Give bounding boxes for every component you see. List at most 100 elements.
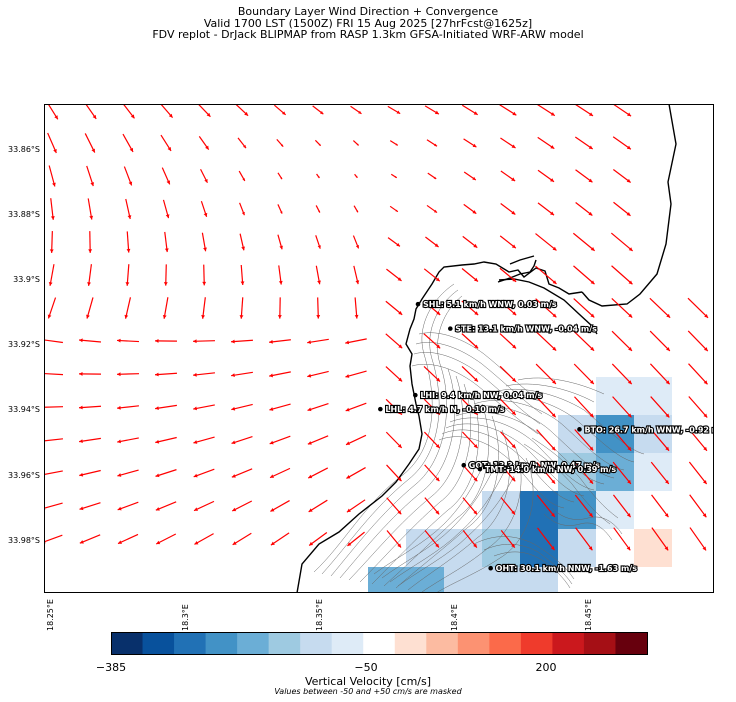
wind-arrow	[117, 501, 139, 511]
wind-arrow	[277, 234, 283, 250]
colorbar	[111, 632, 648, 655]
x-tick-label: 18.35°E	[315, 599, 325, 631]
wind-arrow	[500, 431, 516, 449]
wind-arrow	[573, 363, 595, 385]
map-panel[interactable]: SHL: 5.1 km/h WNW, 0.03 m/s STE: 13.1 km/…	[44, 104, 714, 593]
wind-arrow	[462, 530, 478, 548]
wind-arrow	[155, 404, 177, 411]
wind-arrow	[231, 403, 253, 411]
station-label: GOT: 13.3 km/h NW, 0.47 m/s	[469, 461, 600, 470]
wind-arrow	[650, 461, 670, 485]
station-bto[interactable]: BTO: 26.7 km/h WNW, -0.92 m/s	[577, 424, 714, 435]
station-label: OHT: 30.1 km/h NNW, -1.63 m/s	[496, 564, 638, 573]
wind-arrow	[461, 365, 479, 383]
wind-arrow	[499, 398, 517, 416]
wind-arrow	[536, 461, 556, 485]
wind-arrow	[385, 333, 403, 349]
station-marker[interactable]	[378, 406, 383, 412]
station-marker[interactable]	[448, 326, 453, 331]
wind-arrow	[197, 104, 211, 118]
wind-arrow	[346, 467, 366, 479]
wind-arrow	[612, 169, 632, 183]
station-got[interactable]: GOT: 13.3 km/h NW, 0.47 m/s	[461, 460, 601, 471]
wind-arrow	[307, 403, 329, 412]
wind-arrow	[155, 469, 177, 478]
station-tmt[interactable]: TMT: 14.0 km/h NW, 0.39 m/s	[477, 464, 617, 475]
wind-arrow	[44, 470, 63, 477]
wind-arrow	[346, 499, 366, 513]
wind-arrow	[499, 235, 517, 249]
wind-arrow	[687, 297, 709, 319]
wind-arrow	[79, 469, 101, 477]
station-oht[interactable]: OHT: 30.1 km/h NNW, -1.63 m/s	[488, 563, 638, 574]
wind-arrow	[47, 297, 57, 319]
wind-arrow	[461, 398, 479, 416]
wind-arrow	[237, 137, 247, 149]
wind-arrow	[345, 338, 367, 345]
station-marker[interactable]	[488, 565, 493, 571]
wind-arrow	[423, 268, 441, 282]
wind-arrow	[316, 297, 321, 319]
station-ste[interactable]: STE: 13.1 km/h WNW, -0.04 m/s	[448, 324, 598, 335]
colorbar-swatch	[300, 632, 333, 655]
wind-arrow	[611, 363, 633, 385]
station-lhi[interactable]: LHI: 9.4 km/h NW, 0.04 m/s	[413, 390, 544, 401]
wind-arrow	[386, 497, 402, 515]
wind-arrow	[123, 166, 133, 186]
y-tick-label: 33.88°S	[8, 209, 40, 219]
wind-arrow	[689, 527, 707, 551]
wind-arrow	[500, 137, 516, 149]
station-shl[interactable]: SHL: 5.1 km/h WNW, 0.03 m/s	[415, 299, 558, 310]
wind-arrow	[239, 202, 245, 216]
wind-arrow	[79, 502, 101, 511]
colorbar-swatch	[615, 632, 648, 655]
coastline	[296, 104, 677, 593]
wind-arrow	[314, 139, 322, 147]
wind-arrow	[354, 297, 359, 319]
wind-arrow	[48, 264, 55, 286]
wind-arrow	[273, 104, 287, 116]
wind-arrow	[535, 298, 557, 318]
wind-arrow	[160, 134, 172, 152]
wind-arrow	[44, 534, 63, 544]
wind-arrow	[277, 297, 282, 319]
wind-arrow	[315, 205, 321, 213]
wind-arrow	[269, 339, 291, 344]
wind-arrow	[125, 198, 132, 220]
wind-arrow	[423, 398, 441, 416]
wind-arrow	[462, 235, 478, 249]
wind-arrow	[315, 265, 321, 285]
wind-arrow	[689, 494, 707, 518]
colorbar-swatch	[552, 632, 585, 655]
station-label: SHL: 5.1 km/h WNW, 0.03 m/s	[423, 300, 557, 309]
wind-arrow	[536, 429, 556, 451]
title-line-1: Boundary Layer Wind Direction + Converge…	[237, 5, 499, 18]
station-marker[interactable]	[413, 392, 418, 398]
wind-arrow	[499, 333, 517, 349]
station-lhl[interactable]: LHL: 4.7 km/h N, -0.10 m/s	[378, 404, 506, 415]
wind-arrow	[44, 338, 63, 344]
station-marker[interactable]	[577, 427, 582, 432]
station-marker[interactable]	[415, 301, 421, 307]
wind-arrow	[84, 133, 96, 153]
wind-arrow	[78, 338, 102, 343]
colorbar-title: Vertical Velocity [cm/s]	[304, 675, 432, 688]
wind-arrow	[232, 532, 252, 546]
wind-arrow	[122, 104, 135, 119]
wind-arrow	[117, 533, 139, 545]
wind-arrow	[44, 371, 64, 376]
station-marker[interactable]	[477, 466, 483, 472]
wind-arrow	[574, 494, 594, 518]
wind-arrow	[160, 104, 174, 119]
wind-arrow	[201, 297, 206, 319]
wind-arrow	[315, 235, 321, 249]
wind-arrow	[535, 233, 557, 251]
wind-arrow	[651, 527, 669, 551]
wind-arrow	[276, 138, 284, 148]
wind-arrow	[86, 165, 95, 187]
wind-arrow	[427, 172, 437, 180]
wind-arrow	[500, 497, 516, 515]
wind-arrow	[353, 265, 360, 285]
wind-arrow	[612, 104, 632, 117]
station-marker[interactable]	[461, 462, 467, 468]
